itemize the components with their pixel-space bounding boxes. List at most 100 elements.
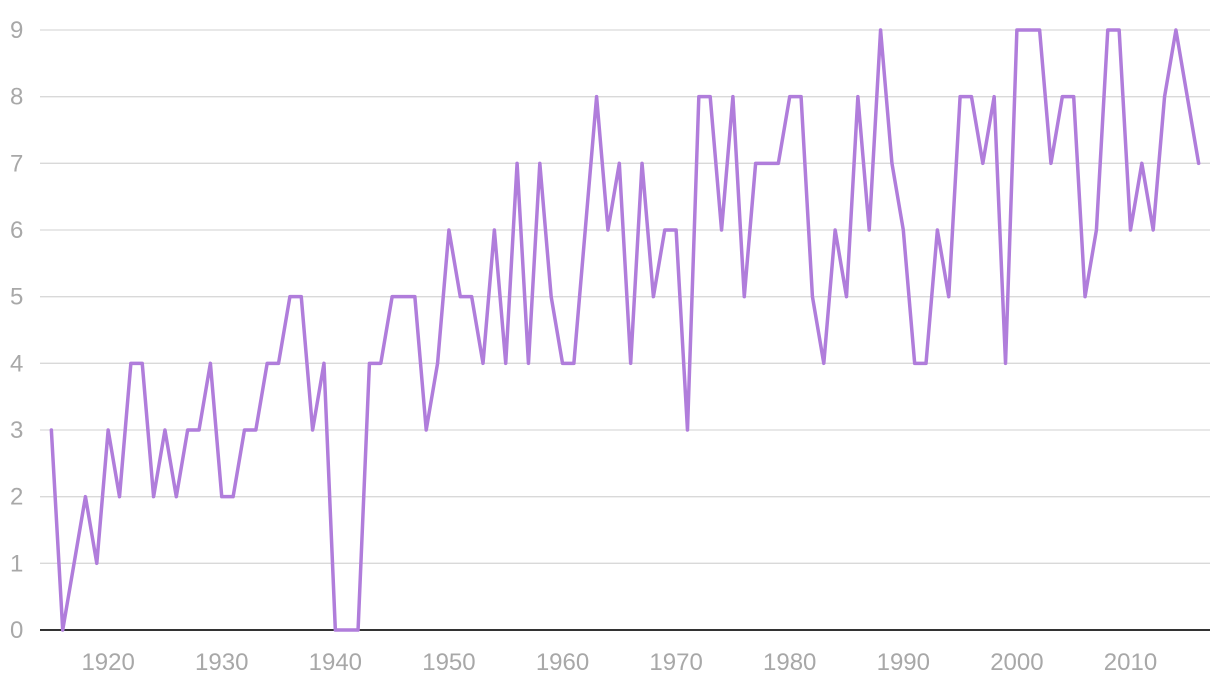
data-point	[605, 227, 611, 233]
data-point	[514, 160, 520, 166]
y-tick-label: 5	[10, 284, 23, 311]
data-point	[571, 360, 577, 366]
series-line	[49, 28, 1201, 632]
data-point	[764, 160, 770, 166]
data-point	[1048, 160, 1054, 166]
data-point	[321, 360, 327, 366]
data-point	[298, 294, 304, 300]
data-point	[934, 227, 940, 233]
data-point	[1025, 27, 1031, 33]
data-point	[594, 94, 600, 100]
data-point	[616, 160, 622, 166]
data-point	[957, 94, 963, 100]
data-point	[139, 360, 145, 366]
data-point	[1139, 160, 1145, 166]
data-point	[844, 294, 850, 300]
data-point	[355, 627, 361, 633]
data-point	[1082, 294, 1088, 300]
x-tick-label: 1970	[649, 649, 702, 676]
y-tick-label: 4	[10, 350, 23, 377]
y-tick-label: 6	[10, 217, 23, 244]
data-point	[446, 227, 452, 233]
data-point	[855, 94, 861, 100]
data-point	[684, 427, 690, 433]
data-point	[435, 360, 441, 366]
data-point	[866, 227, 872, 233]
data-point	[821, 360, 827, 366]
data-point	[185, 427, 191, 433]
data-point	[878, 27, 884, 33]
data-point	[48, 427, 54, 433]
data-point	[423, 427, 429, 433]
data-point	[503, 360, 509, 366]
data-point	[525, 360, 531, 366]
y-tick-label: 8	[10, 84, 23, 111]
data-point	[1014, 27, 1020, 33]
data-point	[1059, 94, 1065, 100]
data-point	[389, 294, 395, 300]
data-point	[980, 160, 986, 166]
data-point	[1093, 227, 1099, 233]
data-point	[82, 494, 88, 500]
data-point	[1116, 27, 1122, 33]
data-point	[775, 160, 781, 166]
data-point	[968, 94, 974, 100]
data-point	[1071, 94, 1077, 100]
x-tick-label: 2010	[1104, 649, 1157, 676]
data-point	[378, 360, 384, 366]
data-point	[1003, 360, 1009, 366]
data-point	[639, 160, 645, 166]
data-point	[719, 227, 725, 233]
data-point	[696, 94, 702, 100]
data-point	[707, 94, 713, 100]
data-point	[946, 294, 952, 300]
data-point	[991, 94, 997, 100]
data-point	[94, 560, 100, 566]
data-point	[253, 427, 259, 433]
data-point	[1196, 160, 1202, 166]
data-point	[332, 627, 338, 633]
data-point	[1127, 227, 1133, 233]
data-point	[730, 94, 736, 100]
data-point	[412, 294, 418, 300]
data-point	[1105, 27, 1111, 33]
data-point	[162, 427, 168, 433]
data-point	[491, 227, 497, 233]
data-point	[400, 294, 406, 300]
data-point	[809, 294, 815, 300]
data-point	[1184, 94, 1190, 100]
y-tick-label: 2	[10, 484, 23, 511]
data-point	[560, 360, 566, 366]
data-point	[196, 427, 202, 433]
data-point	[628, 360, 634, 366]
data-point	[753, 160, 759, 166]
data-point	[650, 294, 656, 300]
data-point	[1037, 27, 1043, 33]
data-point	[264, 360, 270, 366]
data-point	[173, 494, 179, 500]
data-point	[537, 160, 543, 166]
x-tick-label: 1920	[81, 649, 134, 676]
data-point	[276, 360, 282, 366]
data-point	[241, 427, 247, 433]
data-point	[798, 94, 804, 100]
data-point	[912, 360, 918, 366]
data-point	[832, 227, 838, 233]
y-tick-label: 0	[10, 617, 23, 644]
data-point	[71, 560, 77, 566]
x-tick-label: 2000	[990, 649, 1043, 676]
data-point	[673, 227, 679, 233]
x-tick-label: 1940	[309, 649, 362, 676]
data-point	[60, 627, 66, 633]
data-point	[344, 627, 350, 633]
data-point	[662, 227, 668, 233]
x-tick-label: 1960	[536, 649, 589, 676]
series-layer	[48, 27, 1202, 633]
data-point	[1150, 227, 1156, 233]
data-point	[151, 494, 157, 500]
data-point	[469, 294, 475, 300]
data-point	[457, 294, 463, 300]
data-point	[287, 294, 293, 300]
